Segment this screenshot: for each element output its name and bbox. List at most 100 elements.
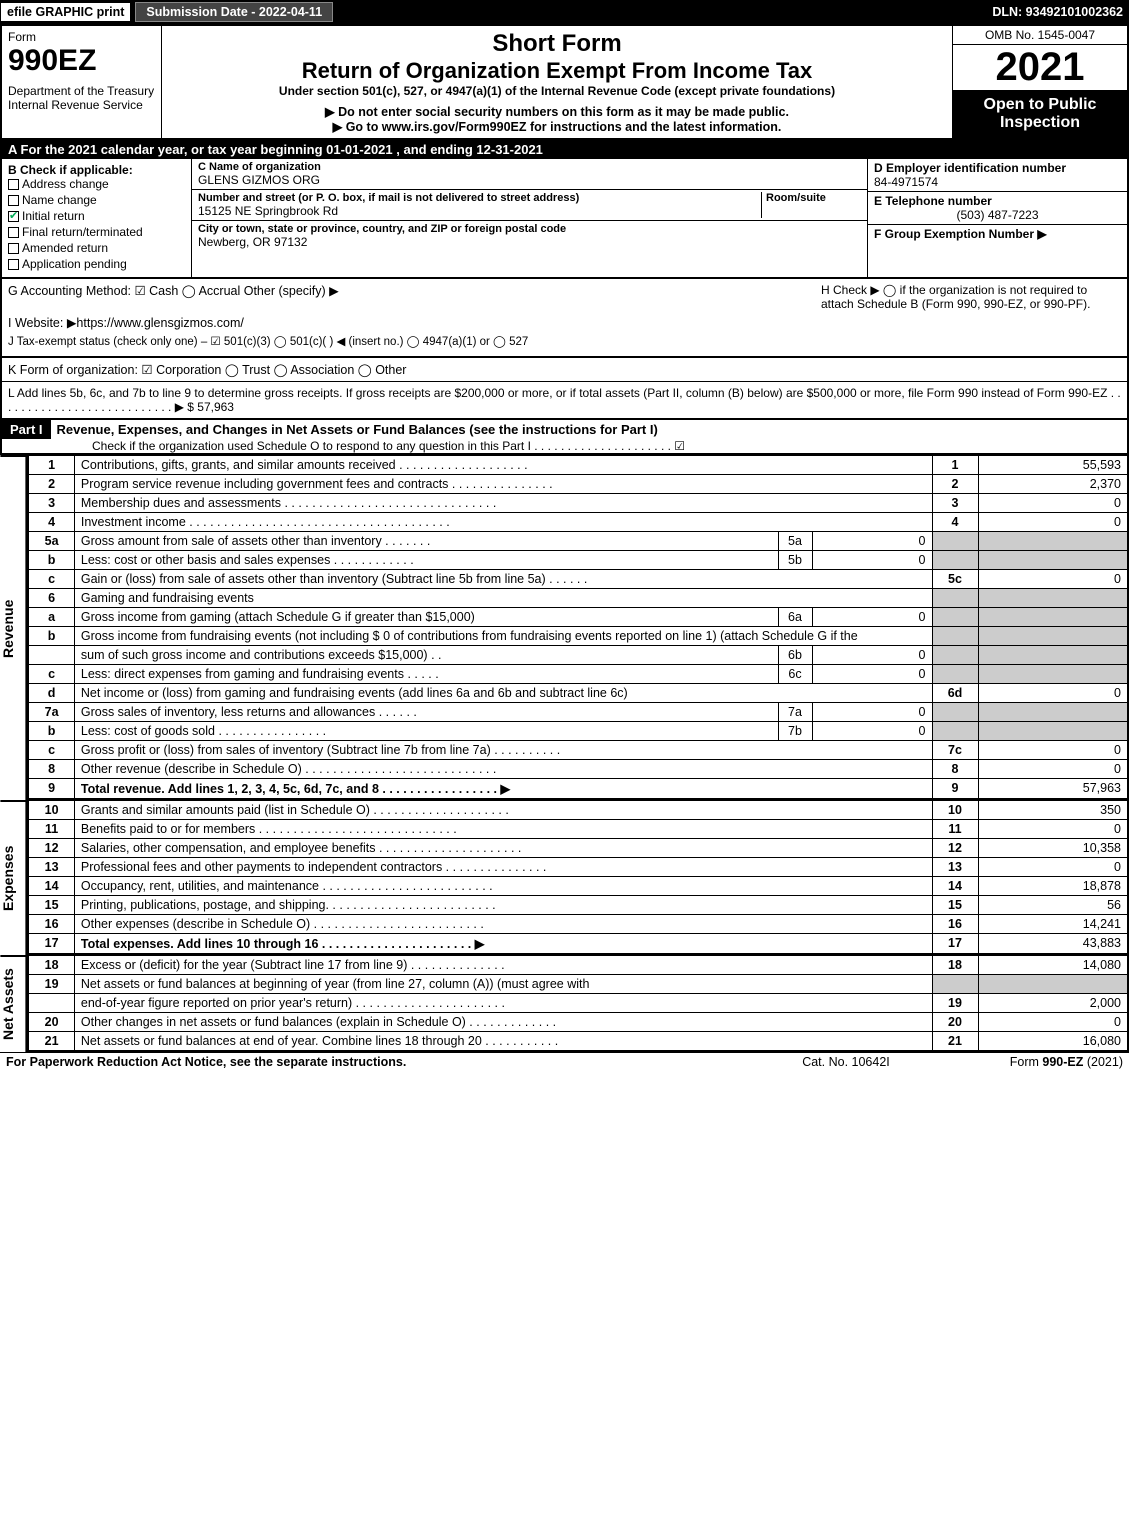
bold-text: Total expenses. Add lines 10 through 16 … xyxy=(81,937,484,951)
line-ref: 12 xyxy=(932,839,978,858)
form-no: Form 990-EZ (2021) xyxy=(1010,1055,1123,1069)
line-ref: 7c xyxy=(932,741,978,760)
part1-badge: Part I xyxy=(2,420,51,439)
line-ref: 13 xyxy=(932,858,978,877)
bold-text: Total revenue. Add lines 1, 2, 3, 4, 5c,… xyxy=(81,782,510,796)
line-num: 15 xyxy=(28,896,74,915)
line-text: Contributions, gifts, grants, and simila… xyxy=(74,456,932,475)
under-section: Under section 501(c), 527, or 4947(a)(1)… xyxy=(166,84,948,98)
line-amount: 57,963 xyxy=(978,779,1128,800)
grey-cell xyxy=(932,608,978,627)
accounting-method: G Accounting Method: ☑ Cash ◯ Accrual Ot… xyxy=(8,284,339,298)
sub-label: 7b xyxy=(778,722,812,741)
line-num xyxy=(28,994,74,1013)
table-row: dNet income or (loss) from gaming and fu… xyxy=(28,684,1128,703)
netassets-sidebar: Net Assets xyxy=(0,955,27,1052)
chk-label: Application pending xyxy=(22,257,127,271)
table-row: 12Salaries, other compensation, and empl… xyxy=(28,839,1128,858)
pra-notice: For Paperwork Reduction Act Notice, see … xyxy=(6,1055,406,1069)
line-num: a xyxy=(28,608,74,627)
grey-cell xyxy=(978,665,1128,684)
line-num: 7a xyxy=(28,703,74,722)
form-label: Form xyxy=(8,30,155,44)
header-right: OMB No. 1545-0047 2021 Open to Public In… xyxy=(952,26,1127,138)
line-amount: 0 xyxy=(978,684,1128,703)
part1-sub: Check if the organization used Schedule … xyxy=(2,439,1127,453)
line-text: sum of such gross income and contributio… xyxy=(74,646,778,665)
chk-label: Initial return xyxy=(22,209,85,223)
sub-amount: 0 xyxy=(812,551,932,570)
header-left: Form 990EZ Department of the Treasury In… xyxy=(2,26,162,138)
line-text: Gross amount from sale of assets other t… xyxy=(74,532,778,551)
chk-name-change[interactable]: Name change xyxy=(8,193,185,207)
table-row: bLess: cost or other basis and sales exp… xyxy=(28,551,1128,570)
city-label: City or town, state or province, country… xyxy=(198,223,861,235)
top-bar: efile GRAPHIC print Submission Date - 20… xyxy=(0,0,1129,24)
line-ref: 2 xyxy=(932,475,978,494)
website: I Website: ▶https://www.glensgizmos.com/ xyxy=(8,315,1121,330)
table-row: 17Total expenses. Add lines 10 through 1… xyxy=(28,934,1128,955)
chk-address-change[interactable]: Address change xyxy=(8,177,185,191)
line-num: 8 xyxy=(28,760,74,779)
sub-label: 6c xyxy=(778,665,812,684)
telephone: (503) 487-7223 xyxy=(874,208,1121,222)
line-text: Gain or (loss) from sale of assets other… xyxy=(74,570,932,589)
ssn-note: ▶ Do not enter social security numbers o… xyxy=(166,104,948,119)
line-num: 6 xyxy=(28,589,74,608)
line-amount: 2,000 xyxy=(978,994,1128,1013)
line-amount: 14,080 xyxy=(978,956,1128,975)
line-text: Professional fees and other payments to … xyxy=(74,858,932,877)
section-def: D Employer identification number 84-4971… xyxy=(867,159,1127,277)
line-text: Excess or (deficit) for the year (Subtra… xyxy=(74,956,932,975)
dept-label: Department of the Treasury Internal Reve… xyxy=(8,84,155,112)
table-row: 18Excess or (deficit) for the year (Subt… xyxy=(28,956,1128,975)
group-exemption-label: F Group Exemption Number ▶ xyxy=(874,227,1121,241)
line-amount: 0 xyxy=(978,741,1128,760)
line-ref: 10 xyxy=(932,801,978,820)
line-text: Total revenue. Add lines 1, 2, 3, 4, 5c,… xyxy=(74,779,932,800)
grey-cell xyxy=(932,532,978,551)
line-text: Total expenses. Add lines 10 through 16 … xyxy=(74,934,932,955)
chk-initial-return[interactable]: Initial return xyxy=(8,209,185,223)
line-amount: 0 xyxy=(978,513,1128,532)
line-num: 5a xyxy=(28,532,74,551)
line-amount: 0 xyxy=(978,760,1128,779)
chk-label: Name change xyxy=(22,193,97,207)
line-text: Less: direct expenses from gaming and fu… xyxy=(74,665,778,684)
line-num: c xyxy=(28,570,74,589)
sub-amount: 0 xyxy=(812,532,932,551)
line-text: Gross profit or (loss) from sales of inv… xyxy=(74,741,932,760)
grey-cell xyxy=(932,627,978,646)
table-row: cLess: direct expenses from gaming and f… xyxy=(28,665,1128,684)
line-amount: 16,080 xyxy=(978,1032,1128,1052)
sub-amount: 0 xyxy=(812,646,932,665)
grey-cell xyxy=(978,703,1128,722)
table-row: bLess: cost of goods sold . . . . . . . … xyxy=(28,722,1128,741)
line-ref: 20 xyxy=(932,1013,978,1032)
chk-application-pending[interactable]: Application pending xyxy=(8,257,185,271)
short-form-title: Short Form xyxy=(166,30,948,58)
efile-badge: efile GRAPHIC print xyxy=(0,2,131,22)
line-text: Other revenue (describe in Schedule O) .… xyxy=(74,760,932,779)
line-amount: 10,358 xyxy=(978,839,1128,858)
page-footer: For Paperwork Reduction Act Notice, see … xyxy=(0,1052,1129,1071)
line-num: c xyxy=(28,665,74,684)
line-text: Less: cost of goods sold . . . . . . . .… xyxy=(74,722,778,741)
line-ref: 4 xyxy=(932,513,978,532)
line-text: Salaries, other compensation, and employ… xyxy=(74,839,932,858)
grey-cell xyxy=(932,703,978,722)
line-ref: 9 xyxy=(932,779,978,800)
line-amount: 14,241 xyxy=(978,915,1128,934)
chk-final-return[interactable]: Final return/terminated xyxy=(8,225,185,239)
line-text: Net assets or fund balances at beginning… xyxy=(74,975,932,994)
line-amount: 55,593 xyxy=(978,456,1128,475)
line-ref: 3 xyxy=(932,494,978,513)
street: 15125 NE Springbrook Rd xyxy=(198,204,761,218)
line-text: Membership dues and assessments . . . . … xyxy=(74,494,932,513)
table-row: 9 Total revenue. Add lines 1, 2, 3, 4, 5c… xyxy=(28,779,1128,800)
line-text: Other expenses (describe in Schedule O) … xyxy=(74,915,932,934)
revenue-table: 1Contributions, gifts, grants, and simil… xyxy=(27,455,1129,800)
grey-cell xyxy=(932,551,978,570)
form-title: Return of Organization Exempt From Incom… xyxy=(166,58,948,84)
chk-amended-return[interactable]: Amended return xyxy=(8,241,185,255)
